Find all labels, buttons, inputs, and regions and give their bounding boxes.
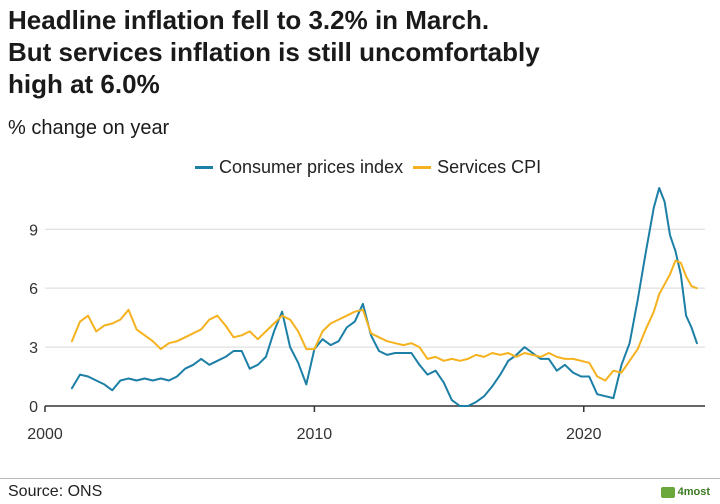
- legend-label-services: Services CPI: [437, 156, 542, 177]
- x-tick-label-2000: 2000: [27, 426, 63, 443]
- brand-name: 4most: [677, 486, 710, 498]
- y-tick-label-3: 3: [29, 340, 38, 357]
- title-line-1: Headline inflation fell to 3.2% in March…: [8, 5, 490, 35]
- legend-swatch-cpi: [195, 165, 213, 169]
- chart-title: Headline inflation fell to 3.2% in March…: [8, 4, 708, 100]
- chart-subtitle: % change on year: [8, 117, 170, 139]
- title-line-3: high at 6.0%: [8, 69, 160, 99]
- legend-item-services: Services CPI: [413, 157, 541, 178]
- series-line-cpi: [70, 187, 698, 407]
- footer-divider: [0, 478, 720, 479]
- source-note: Source: ONS: [8, 483, 103, 500]
- y-tick-label-6: 6: [29, 281, 38, 298]
- brand-icon: [660, 486, 675, 498]
- legend-swatch-services: [413, 165, 432, 169]
- brand-logo: 4most: [660, 486, 710, 498]
- y-tick-label-0: 0: [29, 399, 38, 416]
- y-tick-label-9: 9: [29, 222, 38, 239]
- series-line-services: [70, 259, 698, 382]
- legend-item-cpi: Consumer prices index: [195, 157, 403, 178]
- x-tick-label-2010: 2010: [297, 426, 333, 443]
- chart-legend: Consumer prices index Services CPI: [195, 156, 541, 178]
- x-tick-label-2020: 2020: [566, 426, 602, 443]
- legend-label-cpi: Consumer prices index: [219, 156, 404, 177]
- title-line-2: But services inflation is still uncomfor…: [8, 37, 540, 67]
- line-chart: 0 3 6 9 2000 2010 2020: [27, 187, 705, 443]
